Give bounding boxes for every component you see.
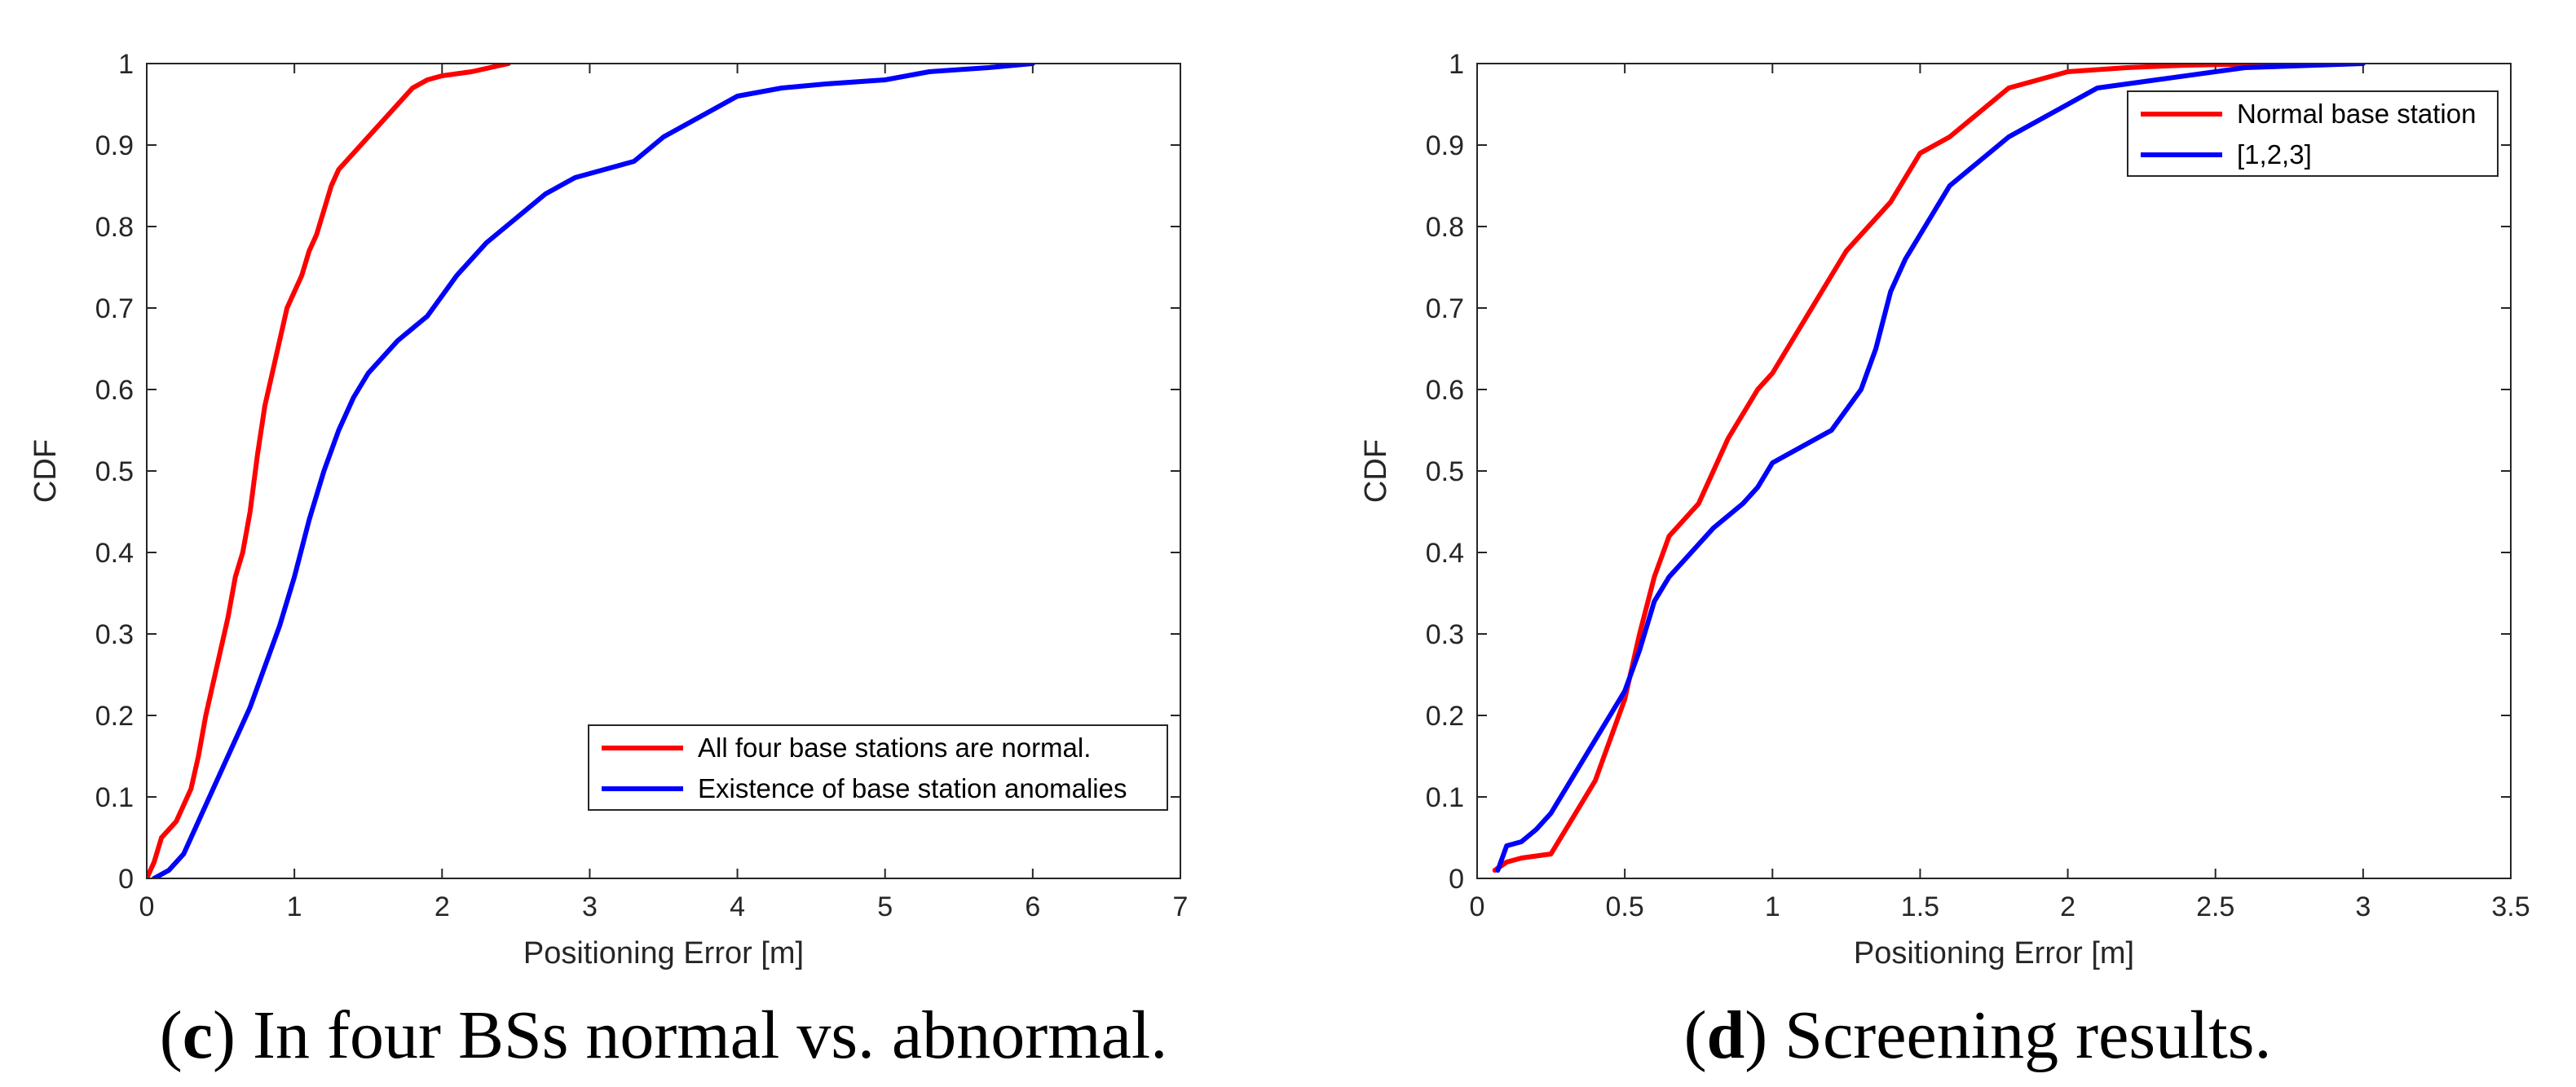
x-tick-label: 3 xyxy=(2355,891,2371,922)
y-tick-label: 0.8 xyxy=(95,212,134,243)
series-line-2 xyxy=(152,64,1035,878)
legend-label-2: Existence of base station anomalies xyxy=(698,773,1127,803)
x-axis-label: Positioning Error [m] xyxy=(1854,936,2134,970)
y-tick-label: 1 xyxy=(1449,49,1464,80)
y-axis-label: CDF xyxy=(1359,439,1393,503)
x-tick-label: 3.5 xyxy=(2491,891,2530,922)
y-tick-label: 0.1 xyxy=(95,782,134,813)
y-tick-label: 0.5 xyxy=(1426,456,1464,487)
panel-c: 0 1 2 3 4 5 6 7 0 0.1 0.2 0.3 0.4 0.5 0.6 0.7 0.8 0.9 1 Pos… xyxy=(29,49,1188,1073)
caption-letter: c xyxy=(183,997,213,1073)
x-tick-label: 1 xyxy=(287,891,302,922)
series-line-1 xyxy=(147,64,511,878)
axes-box xyxy=(1476,63,2512,879)
x-tick-label: 2.5 xyxy=(2196,891,2234,922)
y-tick-label: 0.4 xyxy=(1426,538,1464,569)
y-tick-label: 0.9 xyxy=(1426,130,1464,161)
y-tick-label: 0.6 xyxy=(95,375,134,406)
y-tick-label: 0.7 xyxy=(1426,293,1464,324)
legend: Normal base station [1,2,3] xyxy=(2127,90,2499,177)
x-tick-label: 7 xyxy=(1173,891,1189,922)
caption-text: Screening results. xyxy=(1784,997,2271,1073)
legend: All four base stations are normal. Existe… xyxy=(588,724,1168,811)
caption: (c) In four BSs normal vs. abnormal. xyxy=(160,997,1167,1073)
legend-box xyxy=(2127,90,2499,177)
y-tick-label: 0.4 xyxy=(95,538,134,569)
x-tick-label: 2 xyxy=(434,891,450,922)
y-tick-label: 0 xyxy=(118,864,134,895)
caption-text: In four BSs normal vs. abnormal. xyxy=(253,997,1167,1073)
y-tick-label: 0.5 xyxy=(95,456,134,487)
x-tick-label: 1.5 xyxy=(1901,891,1939,922)
legend-box xyxy=(588,724,1168,811)
legend-label-1: Normal base station xyxy=(2237,99,2476,129)
y-tick-label: 0.1 xyxy=(1426,782,1464,813)
axes-box xyxy=(146,63,1181,879)
x-tick-label: 0.5 xyxy=(1606,891,1644,922)
x-tick-label: 6 xyxy=(1025,891,1040,922)
x-axis-label: Positioning Error [m] xyxy=(523,936,804,970)
legend-label-2: [1,2,3] xyxy=(2237,139,2312,169)
legend-label-1: All four base stations are normal. xyxy=(698,733,1091,763)
y-tick-label: 0.6 xyxy=(1426,375,1464,406)
y-tick-label: 0.7 xyxy=(95,293,134,324)
y-tick-label: 0.8 xyxy=(1426,212,1464,243)
plot-area xyxy=(1477,64,2511,878)
y-tick-label: 1 xyxy=(118,49,134,80)
y-tick-label: 0.3 xyxy=(1426,619,1464,650)
panel-d: 0 0.5 1 1.5 2 2.5 3 3.5 0 0.1 0.2 0.3 0.4 0.5 0.6 0.7 0.… xyxy=(1359,49,2530,1073)
y-tick-label: 0.3 xyxy=(95,619,134,650)
y-tick-label: 0.2 xyxy=(1426,701,1464,732)
series-line-1 xyxy=(1492,64,2278,873)
caption: (d) Screening results. xyxy=(1684,997,2272,1073)
x-tick-label: 3 xyxy=(582,891,598,922)
x-tick-label: 0 xyxy=(139,891,155,922)
x-tick-label: 2 xyxy=(2060,891,2075,922)
y-axis-label: CDF xyxy=(29,439,63,503)
series-line-2 xyxy=(1495,64,2366,873)
caption-letter: d xyxy=(1707,997,1745,1073)
y-tick-label: 0 xyxy=(1449,864,1464,895)
y-tick-label: 0.9 xyxy=(95,130,134,161)
x-tick-label: 0 xyxy=(1470,891,1485,922)
x-tick-label: 5 xyxy=(877,891,893,922)
y-tick-label: 0.2 xyxy=(95,701,134,732)
x-tick-label: 1 xyxy=(1765,891,1780,922)
x-tick-label: 4 xyxy=(730,891,745,922)
